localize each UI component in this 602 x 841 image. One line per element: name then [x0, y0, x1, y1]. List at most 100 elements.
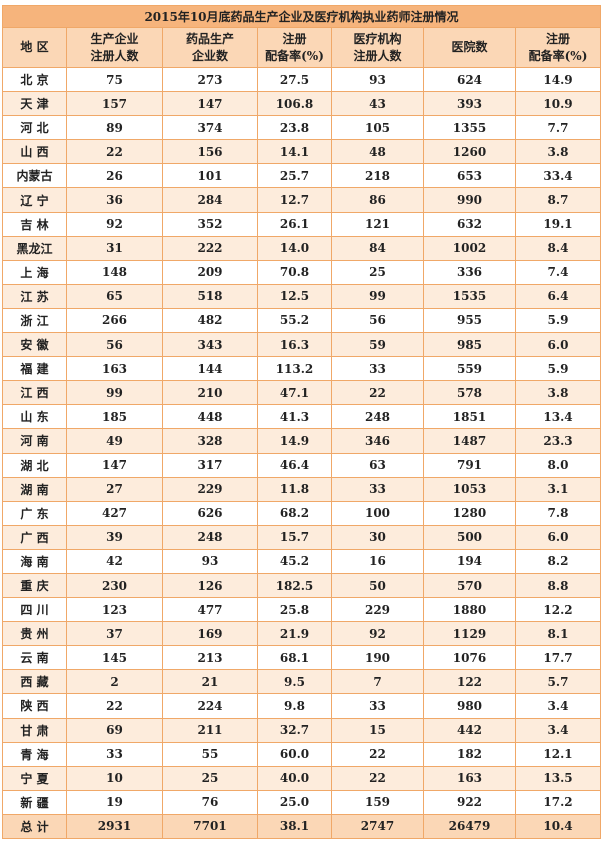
value-cell: 248 [331, 404, 424, 430]
value-cell: 123 [66, 597, 163, 623]
value-cell: 93 [162, 548, 258, 574]
header-cell: 医院数 [423, 27, 516, 68]
value-cell: 147 [66, 452, 163, 478]
header-text: 注册人数 [90, 48, 139, 63]
value-cell: 13.4 [515, 404, 601, 430]
value-cell: 266 [66, 307, 163, 334]
value-cell: 185 [66, 404, 163, 430]
header-text: 药品生产 [185, 31, 234, 46]
value-cell: 343 [162, 332, 258, 358]
value-cell: 105 [331, 115, 424, 141]
value-cell: 144 [162, 356, 258, 382]
value-cell: 578 [423, 380, 516, 406]
value-cell: 148 [66, 259, 163, 285]
value-cell: 101 [162, 163, 258, 189]
value-cell: 624 [423, 66, 516, 93]
value-cell: 229 [162, 476, 258, 502]
region-cell: 宁 夏 [2, 765, 67, 791]
value-cell: 17.2 [515, 789, 601, 815]
value-cell: 559 [423, 356, 516, 382]
value-cell: 955 [423, 307, 516, 334]
value-cell: 84 [331, 235, 424, 261]
region-cell: 河 北 [2, 115, 67, 141]
data-row: 贵 州 37 169 21.9 92 1129 8.1 [2, 621, 601, 647]
value-cell: 213 [162, 645, 258, 671]
header-text: 注册人数 [353, 48, 402, 63]
value-cell: 10 [66, 765, 163, 791]
value-cell: 980 [423, 693, 516, 719]
value-cell: 33.4 [515, 163, 601, 189]
value-cell: 42 [66, 548, 163, 574]
value-cell: 45.2 [257, 548, 332, 574]
value-cell: 19 [66, 789, 163, 815]
value-cell: 159 [331, 789, 424, 815]
value-cell: 427 [66, 500, 163, 526]
value-cell: 317 [162, 452, 258, 478]
value-cell: 41.3 [257, 404, 332, 430]
data-row: 山 西 22 156 14.1 48 1260 3.8 [2, 139, 601, 165]
data-row: 广 西 39 248 15.7 30 500 6.0 [2, 524, 601, 550]
total-row: 总 计 2931 7701 38.1 2747 26479 10.4 [2, 813, 601, 840]
value-cell: 224 [162, 693, 258, 719]
value-cell: 1053 [423, 476, 516, 502]
title-row: 2015年10月底药品生产企业及医疗机构执业药师注册情况 [2, 5, 601, 28]
value-cell: 209 [162, 259, 258, 285]
value-cell: 25 [162, 765, 258, 791]
data-row: 黑龙江 31 222 14.0 84 1002 8.4 [2, 235, 601, 261]
value-cell: 211 [162, 717, 258, 743]
value-cell: 22 [331, 380, 424, 406]
value-cell: 393 [423, 91, 516, 117]
data-row: 新 疆 19 76 25.0 159 922 17.2 [2, 789, 601, 815]
value-cell: 145 [66, 645, 163, 671]
value-cell: 273 [162, 66, 258, 93]
header-text: 医院数 [451, 40, 488, 54]
value-cell: 5.9 [515, 356, 601, 382]
region-cell: 浙 江 [2, 307, 67, 334]
region-cell: 贵 州 [2, 621, 67, 647]
value-cell: 9.8 [257, 693, 332, 719]
data-row: 江 苏 65 518 12.5 99 1535 6.4 [2, 283, 601, 309]
value-cell: 14.9 [257, 428, 332, 454]
value-cell: 1535 [423, 283, 516, 309]
value-cell: 3.4 [515, 693, 601, 719]
region-cell: 辽 宁 [2, 187, 67, 213]
value-cell: 9.5 [257, 669, 332, 695]
value-cell: 190 [331, 645, 424, 671]
region-cell: 总 计 [2, 813, 67, 840]
value-cell: 26 [66, 163, 163, 189]
value-cell: 336 [423, 259, 516, 285]
value-cell: 68.2 [257, 500, 332, 526]
value-cell: 89 [66, 115, 163, 141]
value-cell: 19.1 [515, 211, 601, 237]
value-cell: 182.5 [257, 572, 332, 599]
value-cell: 33 [331, 356, 424, 382]
value-cell: 1129 [423, 621, 516, 647]
value-cell: 1851 [423, 404, 516, 430]
value-cell: 6.0 [515, 332, 601, 358]
value-cell: 626 [162, 500, 258, 526]
value-cell: 12.5 [257, 283, 332, 309]
value-cell: 8.0 [515, 452, 601, 478]
region-cell: 广 西 [2, 524, 67, 550]
data-row: 西 藏 2 21 9.5 7 122 5.7 [2, 669, 601, 695]
value-cell: 69 [66, 717, 163, 743]
region-cell: 广 东 [2, 500, 67, 526]
value-cell: 482 [162, 307, 258, 334]
value-cell: 8.8 [515, 572, 601, 599]
value-cell: 5.9 [515, 307, 601, 334]
value-cell: 60.0 [257, 741, 332, 767]
header-cell: 地 区 [2, 27, 67, 68]
value-cell: 2747 [331, 813, 424, 840]
value-cell: 14.9 [515, 66, 601, 93]
region-cell: 新 疆 [2, 789, 67, 815]
header-row: 地 区生产企业 注册人数 药品生产 企业数 注册 配备率(%) 医疗机构 注册人数 医院数 注册配… [2, 27, 601, 68]
value-cell: 3.8 [515, 139, 601, 165]
value-cell: 13.5 [515, 765, 601, 791]
value-cell: 7.8 [515, 500, 601, 526]
value-cell: 55.2 [257, 307, 332, 334]
header-cell: 生产企业 注册人数 [66, 27, 163, 68]
value-cell: 122 [423, 669, 516, 695]
value-cell: 59 [331, 332, 424, 358]
value-cell: 15 [331, 717, 424, 743]
value-cell: 63 [331, 452, 424, 478]
